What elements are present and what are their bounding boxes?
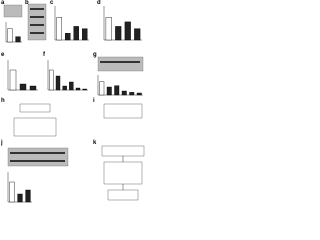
bar: [124, 21, 131, 41]
bar: [64, 33, 71, 41]
bar: [7, 28, 13, 43]
panel-label: a: [1, 0, 5, 6]
bar: [106, 86, 112, 96]
bar: [17, 193, 23, 203]
bar: [62, 85, 67, 91]
bar: [75, 87, 81, 91]
bar: [105, 17, 112, 41]
diagrams: [13, 103, 145, 201]
panel-label: f: [43, 52, 46, 58]
panel-label: h: [1, 98, 5, 104]
blots: [3, 3, 144, 167]
panel-label: j: [0, 140, 3, 146]
panel-label: b: [25, 0, 29, 6]
panel-label: k: [93, 140, 97, 146]
bar: [9, 69, 17, 91]
panel-label: g: [93, 52, 97, 58]
bar: [56, 17, 63, 41]
panel-label: d: [97, 0, 101, 6]
bar: [121, 90, 127, 96]
bar: [81, 28, 88, 41]
panel-label: i: [93, 98, 95, 104]
bar: [99, 81, 105, 96]
bar: [82, 88, 87, 91]
bar: [15, 36, 21, 43]
panel-label: c: [50, 0, 54, 6]
panel-label: e: [1, 52, 5, 58]
bar: [136, 92, 142, 96]
bar: [129, 92, 135, 96]
bar: [73, 26, 79, 41]
bar: [114, 85, 120, 96]
bar: [49, 69, 54, 91]
bar: [115, 26, 122, 41]
bar: [25, 189, 31, 203]
bar: [134, 28, 141, 41]
bar: [69, 81, 74, 91]
bar: [55, 75, 61, 91]
figure: a b c d e f g h i j k: [0, 0, 150, 209]
bar: [9, 181, 15, 203]
bar: [19, 83, 27, 91]
bar: [29, 85, 37, 91]
